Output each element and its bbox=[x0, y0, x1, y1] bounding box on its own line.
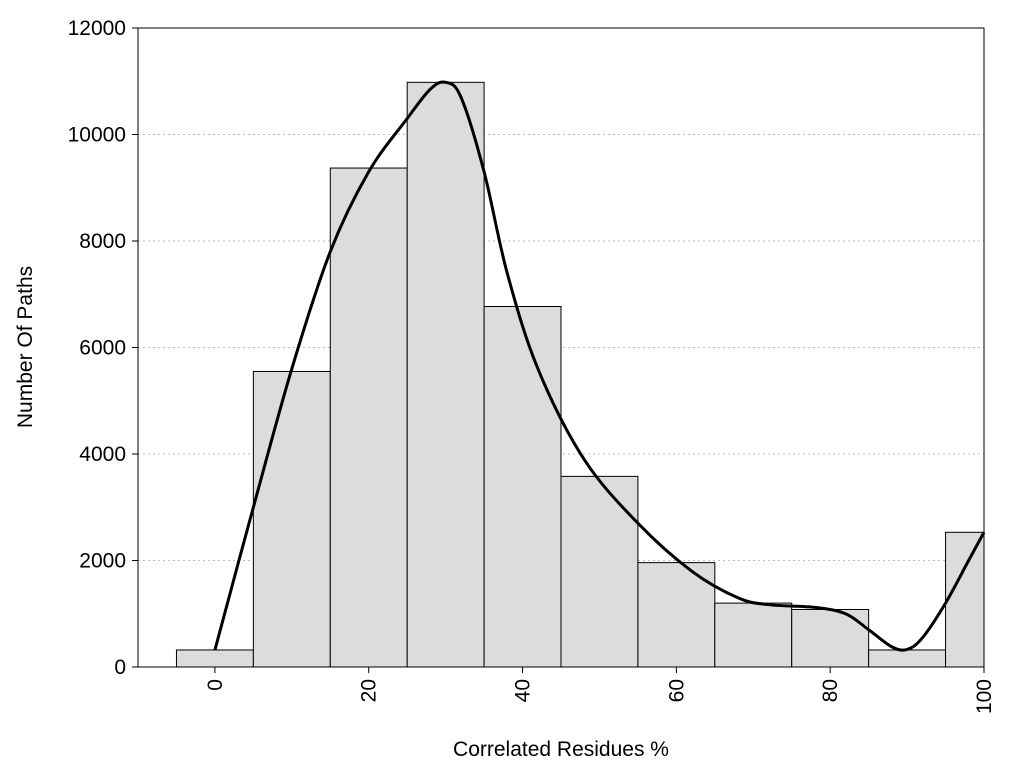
x-tick-label: 80 bbox=[819, 679, 842, 702]
histogram-bar bbox=[406, 81, 485, 668]
density-curve bbox=[213, 80, 986, 652]
x-tick-label: 40 bbox=[512, 679, 535, 702]
histogram-bar bbox=[868, 649, 947, 668]
y-axis-ticks: 0 2000 4000 6000 8000 10000 12000 bbox=[68, 17, 138, 679]
y-tick-label: 10000 bbox=[68, 124, 126, 147]
y-tick-label: 6000 bbox=[79, 337, 126, 360]
x-tick-label: 100 bbox=[973, 679, 996, 714]
x-axis-label: Correlated Residues % bbox=[453, 738, 669, 761]
histogram-bar bbox=[791, 608, 870, 668]
histogram-bar bbox=[483, 305, 562, 668]
histogram-bar bbox=[252, 370, 331, 668]
x-axis-ticks: 0 20 40 60 80 100 bbox=[204, 667, 996, 714]
x-tick-label: 20 bbox=[358, 679, 381, 702]
x-tick-label: 0 bbox=[204, 679, 227, 691]
bars bbox=[175, 81, 985, 668]
histogram-bar bbox=[945, 531, 985, 668]
histogram-bar bbox=[175, 649, 254, 668]
histogram-bar bbox=[714, 602, 793, 668]
histogram-bar bbox=[560, 475, 639, 668]
histogram-bar bbox=[329, 167, 408, 668]
y-tick-label: 4000 bbox=[79, 443, 126, 466]
x-tick-label: 60 bbox=[665, 679, 688, 702]
y-tick-label: 8000 bbox=[79, 230, 126, 253]
y-tick-label: 12000 bbox=[68, 17, 126, 40]
y-axis-label: Number Of Paths bbox=[14, 266, 37, 428]
y-tick-label: 0 bbox=[114, 656, 126, 679]
y-tick-label: 2000 bbox=[79, 550, 126, 573]
